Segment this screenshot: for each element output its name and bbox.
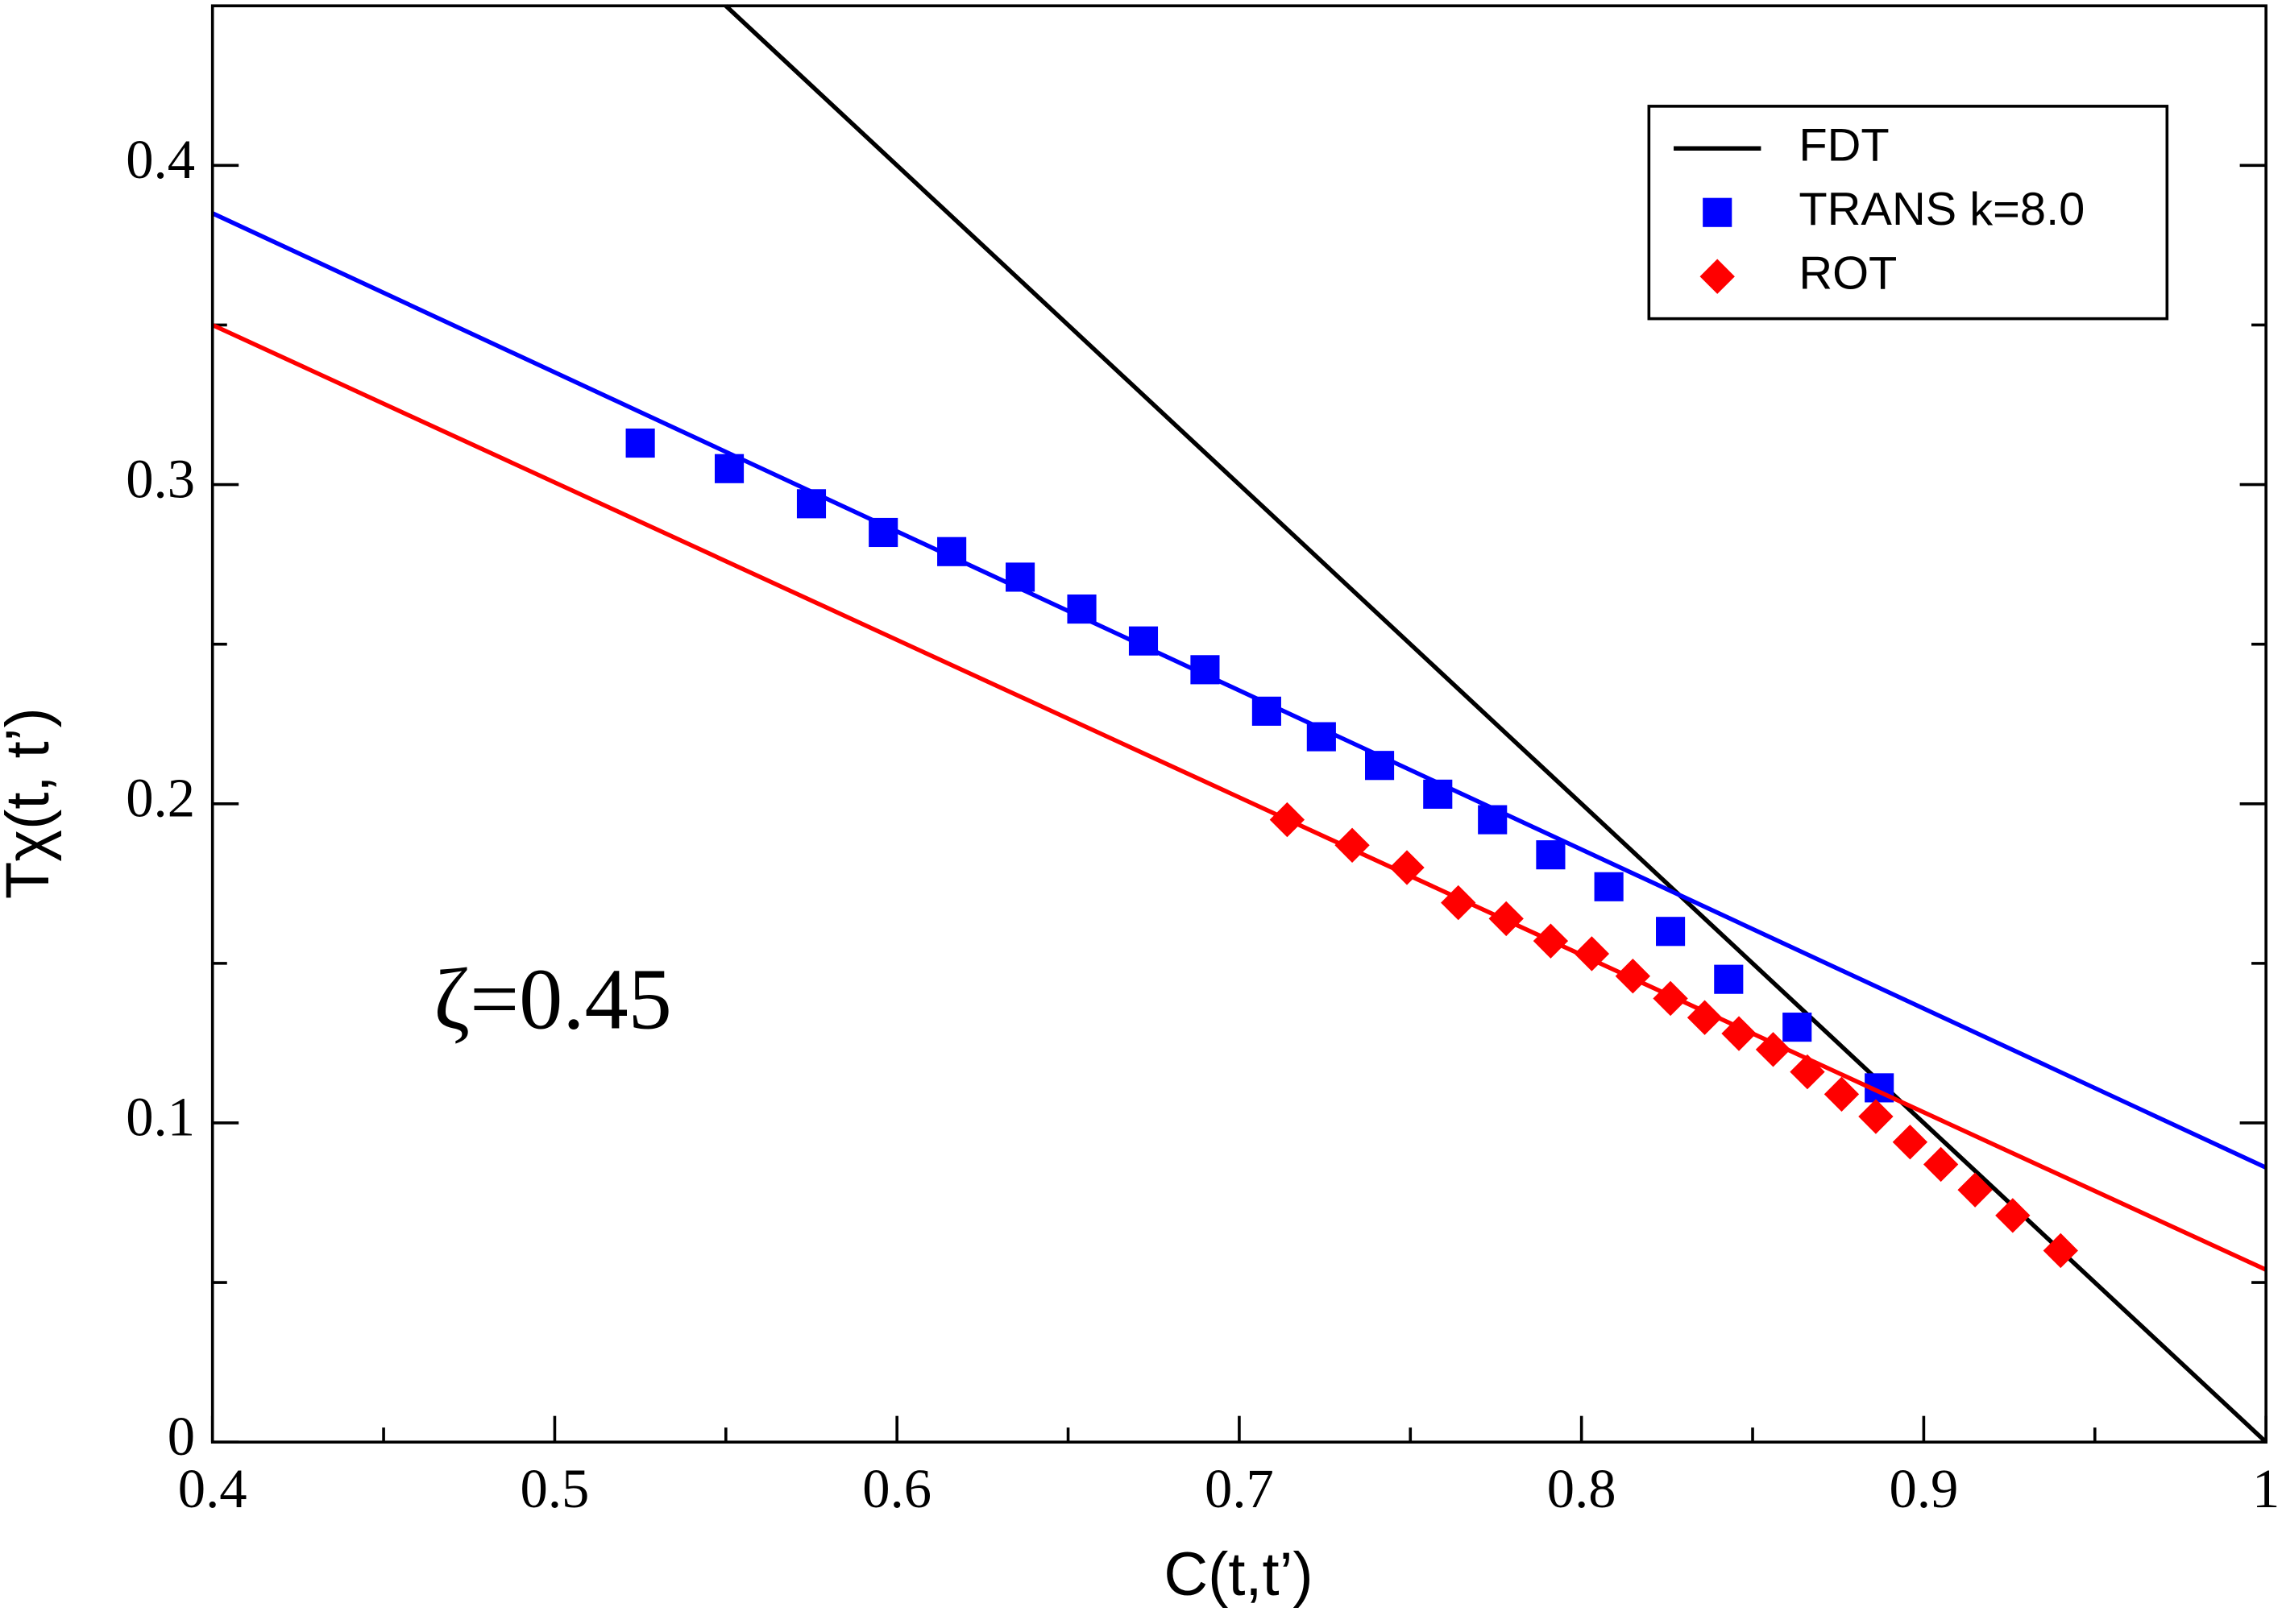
x-tick-label: 0.5: [521, 1458, 590, 1519]
x-tick-label: 0.4: [178, 1458, 247, 1519]
square-marker: [1594, 872, 1624, 901]
diamond-marker: [1957, 1172, 1993, 1208]
legend-box: [1647, 105, 2169, 321]
square-marker: [1656, 917, 1686, 947]
y-tick-label: 0.1: [126, 1087, 195, 1148]
square-marker: [1782, 1013, 1812, 1042]
line: [211, 211, 2267, 1170]
line: [211, 322, 2267, 1272]
y-axis-label: Tχ(t, t’): [0, 707, 62, 899]
diamond-marker: [1995, 1198, 2031, 1233]
plot-frame: [210, 4, 2267, 1444]
legend-label: TRANS k=8.0: [1799, 184, 2085, 235]
y-tick-label: 0.4: [126, 129, 195, 190]
square-marker: [1703, 197, 1732, 227]
x-tick-label: 1: [2252, 1458, 2280, 1519]
diamond-marker: [2043, 1232, 2078, 1269]
legend-label: FDT: [1799, 120, 1889, 172]
diamond-marker: [1858, 1099, 1894, 1134]
diamond-marker: [1699, 259, 1735, 294]
diamond-marker: [1892, 1125, 1928, 1160]
x-axis-label: C(t,t’): [1164, 1540, 1313, 1609]
x-tick-label: 0.7: [1205, 1458, 1274, 1519]
x-tick-label: 0.8: [1547, 1458, 1616, 1519]
x-tick-label: 0.6: [862, 1458, 931, 1519]
square-marker: [1536, 840, 1566, 870]
legend-label: ROT: [1799, 247, 1897, 299]
diamond-marker: [1653, 980, 1688, 1017]
x-tick-label: 0.9: [1890, 1458, 1959, 1519]
y-tick-label: 0.2: [126, 768, 195, 829]
y-tick-label: 0: [168, 1406, 195, 1467]
square-marker: [625, 428, 655, 458]
annotation: ζ=0.45: [434, 951, 672, 1048]
square-marker: [1714, 964, 1744, 994]
y-tick-label: 0.3: [126, 448, 195, 509]
